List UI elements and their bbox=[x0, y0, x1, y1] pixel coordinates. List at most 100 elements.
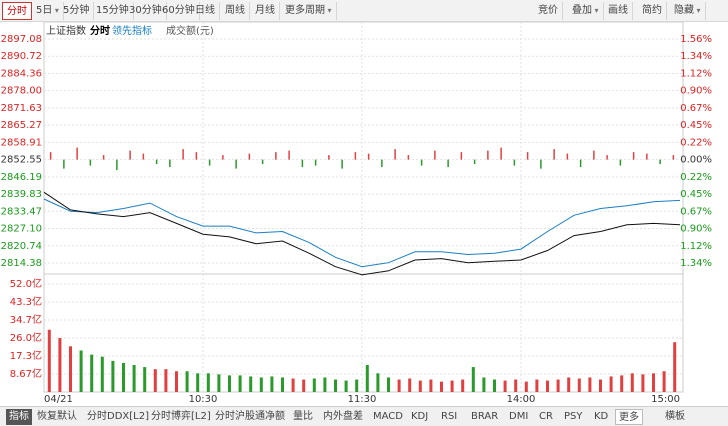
pct-tick-label: 1.56% bbox=[680, 34, 712, 45]
legend-item: 成交额(元) bbox=[166, 24, 214, 37]
volume-bar bbox=[153, 369, 157, 392]
price-tick-label: 2833.47 bbox=[1, 206, 42, 217]
indicator-tab[interactable]: 横板 bbox=[665, 411, 685, 422]
plot-frame bbox=[43, 22, 684, 393]
tool-button[interactable]: 竞价 bbox=[534, 2, 563, 20]
period-tab[interactable]: 月线 bbox=[251, 2, 280, 20]
indicator-tab[interactable]: 内外盘差 bbox=[323, 411, 363, 422]
pct-tick-label: 0.45% bbox=[680, 120, 712, 131]
volume-bar bbox=[503, 380, 507, 392]
volume-bar bbox=[270, 376, 274, 392]
time-label: 15:00 bbox=[651, 394, 680, 405]
volume-bar bbox=[673, 342, 677, 392]
volume-bar bbox=[365, 365, 369, 392]
indicator-tab[interactable]: 分时沪股通净额 bbox=[215, 411, 285, 422]
pct-tick-label: 1.34% bbox=[680, 51, 712, 62]
tool-button[interactable]: 叠加 bbox=[568, 2, 604, 20]
volume-bar bbox=[577, 378, 581, 392]
volume-bar bbox=[418, 380, 422, 392]
price-tick-label: 2852.55 bbox=[1, 155, 42, 166]
volume-bar bbox=[355, 379, 359, 392]
price-tick-label: 2846.19 bbox=[1, 172, 42, 183]
period-tab[interactable]: 5日 bbox=[32, 2, 64, 20]
indicator-tab[interactable]: CR bbox=[539, 411, 553, 422]
volume-bar bbox=[90, 354, 94, 392]
pct-tick-label: 0.67% bbox=[680, 103, 712, 114]
volume-bar bbox=[206, 373, 210, 392]
period-tab[interactable]: 5分钟 bbox=[59, 2, 95, 20]
volume-bar bbox=[143, 367, 147, 392]
volume-bar bbox=[630, 373, 634, 392]
period-tab[interactable]: 30分钟 bbox=[125, 2, 167, 20]
tool-button[interactable]: 简约 bbox=[638, 2, 667, 20]
indicator-tab[interactable]: KDJ bbox=[411, 411, 429, 422]
volume-bar bbox=[524, 381, 528, 392]
legend-item: 领先指标 bbox=[112, 24, 152, 37]
indicator-tab[interactable]: MACD bbox=[373, 411, 403, 422]
pct-tick-label: 1.34% bbox=[680, 258, 712, 269]
volume-bar bbox=[249, 376, 253, 392]
volume-bar bbox=[323, 377, 327, 392]
time-label: 14:00 bbox=[507, 394, 536, 405]
price-tick-label: 2827.10 bbox=[1, 224, 42, 235]
indicator-tab[interactable]: DMI bbox=[509, 411, 529, 422]
volume-bar bbox=[185, 371, 189, 392]
lead-line bbox=[43, 198, 681, 268]
indicator-tab[interactable]: 恢复默认 bbox=[37, 411, 77, 422]
indicator-tab[interactable]: PSY bbox=[564, 411, 583, 422]
legend-item: 分时 bbox=[90, 24, 110, 37]
volume-bar bbox=[79, 350, 83, 392]
pct-tick-label: 0.22% bbox=[680, 137, 712, 148]
volume-bar bbox=[196, 373, 200, 392]
period-tab[interactable]: 15分钟 bbox=[92, 2, 134, 20]
volume-bar bbox=[376, 373, 380, 392]
time-label: 04/21 bbox=[44, 394, 73, 405]
period-tab[interactable]: 更多周期 bbox=[281, 2, 337, 20]
period-tab[interactable]: 周线 bbox=[221, 2, 250, 20]
indicator-tab[interactable]: BRAR bbox=[471, 411, 499, 422]
volume-bar bbox=[482, 377, 486, 392]
price-tick-label: 2814.38 bbox=[1, 258, 42, 269]
indicator-tab[interactable]: KD bbox=[594, 411, 609, 422]
volume-tick-label: 43.3亿 bbox=[10, 295, 42, 308]
indicator-bar: 指标 恢复默认 分时DDX[L2] 分时博弈[L2] 分时沪股通净额 量比 内外盘差 MACD… bbox=[0, 406, 728, 426]
pct-tick-label: 0.90% bbox=[680, 224, 712, 235]
volume-bar bbox=[408, 378, 412, 392]
indicator-tab[interactable]: RSI bbox=[441, 411, 458, 422]
price-tick-label: 2839.83 bbox=[1, 189, 42, 200]
indicator-tab[interactable]: 更多 bbox=[615, 409, 643, 425]
volume-bar bbox=[132, 365, 136, 392]
pct-tick-label: 1.12% bbox=[680, 241, 712, 252]
volume-bar bbox=[609, 376, 613, 392]
volume-bar bbox=[620, 375, 624, 392]
volume-bar bbox=[100, 356, 104, 392]
volume-bar bbox=[238, 375, 242, 392]
indicator-tab[interactable]: 分时博弈[L2] bbox=[151, 411, 211, 422]
volume-bar bbox=[291, 378, 295, 392]
price-tick-label: 2820.74 bbox=[1, 241, 42, 252]
volume-bar bbox=[461, 379, 465, 392]
volume-bar bbox=[450, 380, 454, 392]
tool-button[interactable]: 画线 bbox=[604, 2, 633, 20]
time-label: 10:30 bbox=[189, 394, 218, 405]
volume-bar bbox=[69, 346, 72, 392]
tool-button[interactable]: 隐藏 bbox=[670, 2, 706, 20]
volume-bar bbox=[440, 381, 443, 392]
period-tab[interactable]: 60分钟 bbox=[158, 2, 200, 20]
volume-bar bbox=[652, 373, 655, 392]
volume-bar bbox=[641, 374, 645, 392]
price-tick-label: 2884.36 bbox=[1, 68, 42, 79]
period-tab[interactable]: 日线 bbox=[191, 2, 220, 20]
period-tab[interactable]: 分时 bbox=[2, 2, 32, 20]
indicator-tab[interactable]: 指标 bbox=[6, 409, 32, 425]
chart: 上证指数 分时 领先指标 成交额(元) 2897.08 1.56% 2890.72 1.34%… bbox=[1, 22, 712, 405]
volume-bar bbox=[58, 338, 62, 392]
volume-bar bbox=[662, 371, 666, 392]
pct-tick-label: 0.00% bbox=[680, 155, 712, 166]
volume-bar bbox=[514, 379, 518, 392]
pct-tick-label: 1.12% bbox=[680, 68, 712, 79]
indicator-tab[interactable]: 量比 bbox=[293, 411, 313, 422]
indicator-tab[interactable]: 分时DDX[L2] bbox=[87, 411, 149, 422]
volume-bar bbox=[122, 362, 125, 392]
volume-bar bbox=[281, 377, 284, 392]
